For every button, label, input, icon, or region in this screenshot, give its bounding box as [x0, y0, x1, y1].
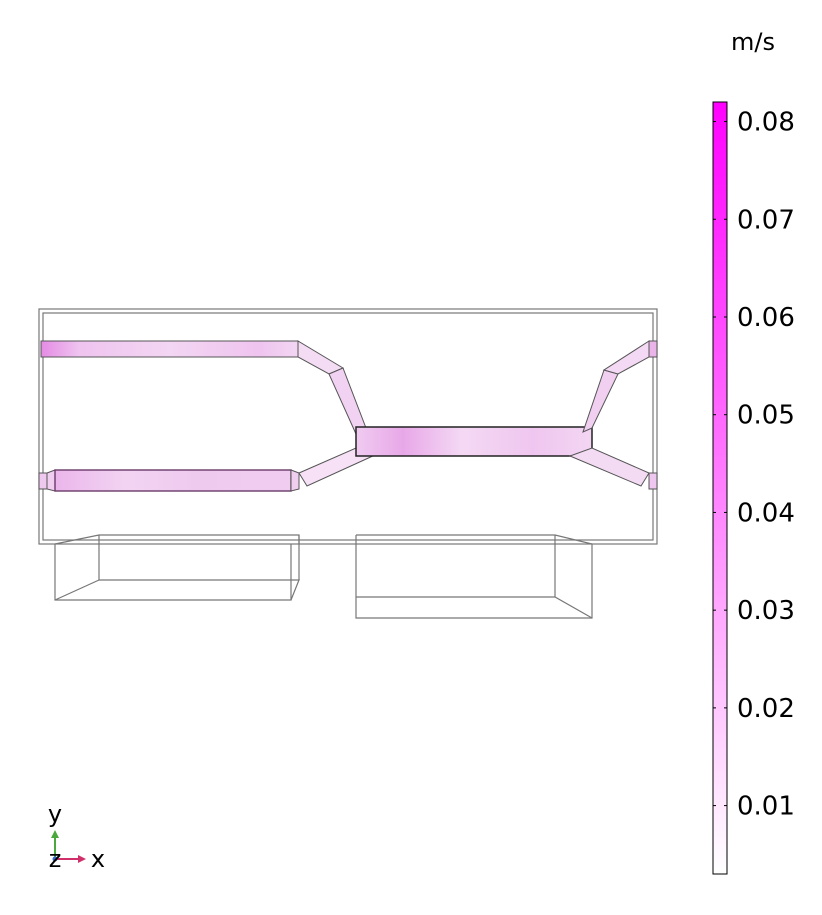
- domain-front-face: [38, 308, 658, 545]
- domain-wireframe: [38, 308, 658, 545]
- colorbar-tick-label: 0.06: [737, 303, 795, 333]
- top-bend-1: [297, 340, 345, 375]
- bottom-left-taper: [46, 469, 56, 492]
- colorbar-tick-label: 0.01: [737, 792, 795, 822]
- colorbar-tick-label: 0.08: [737, 108, 795, 138]
- top-bend-2: [328, 367, 367, 435]
- colorbar: m/s 0.01 0.02 0.03 0.04 0.05 0.06 0.07 0.08: [712, 28, 795, 875]
- flow-channels: [38, 340, 658, 492]
- central-chamber: [355, 426, 593, 457]
- colorbar-ticks: 0.01 0.02 0.03 0.04 0.05 0.06 0.07 0.08: [713, 108, 795, 822]
- colorbar-tick-label: 0.03: [737, 596, 795, 626]
- colorbar-tick-label: 0.04: [737, 498, 795, 528]
- right-upper-bend-2: [602, 340, 650, 375]
- colorbar-tick-label: 0.07: [737, 205, 795, 235]
- top-left-pipe: [40, 340, 299, 358]
- left-lower-box: [54, 534, 300, 601]
- triad-y-label: y: [48, 800, 62, 828]
- colorbar-tick-label: 0.02: [737, 694, 795, 724]
- colorbar-unit: m/s: [731, 28, 775, 56]
- triad-x-arrowhead: [78, 855, 86, 863]
- triad-z-label: z: [49, 845, 62, 873]
- right-lower-bend: [568, 447, 650, 487]
- right-lower-outlet: [648, 472, 658, 490]
- bottom-left-taper-right: [290, 469, 300, 492]
- triad-y-arrowhead: [51, 830, 59, 838]
- axis-triad: y x z: [48, 800, 105, 873]
- triad-z-axis: [52, 856, 58, 862]
- right-upper-outlet: [648, 340, 658, 358]
- colorbar-gradient: [712, 101, 728, 875]
- bottom-left-pipe: [54, 469, 292, 492]
- domain-back-face: [42, 312, 654, 541]
- bottom-left-inlet: [38, 472, 48, 490]
- right-lower-box: [355, 534, 593, 619]
- triad-x-label: x: [91, 845, 105, 873]
- right-upper-bend-1: [582, 369, 619, 433]
- colorbar-tick-label: 0.05: [737, 401, 795, 431]
